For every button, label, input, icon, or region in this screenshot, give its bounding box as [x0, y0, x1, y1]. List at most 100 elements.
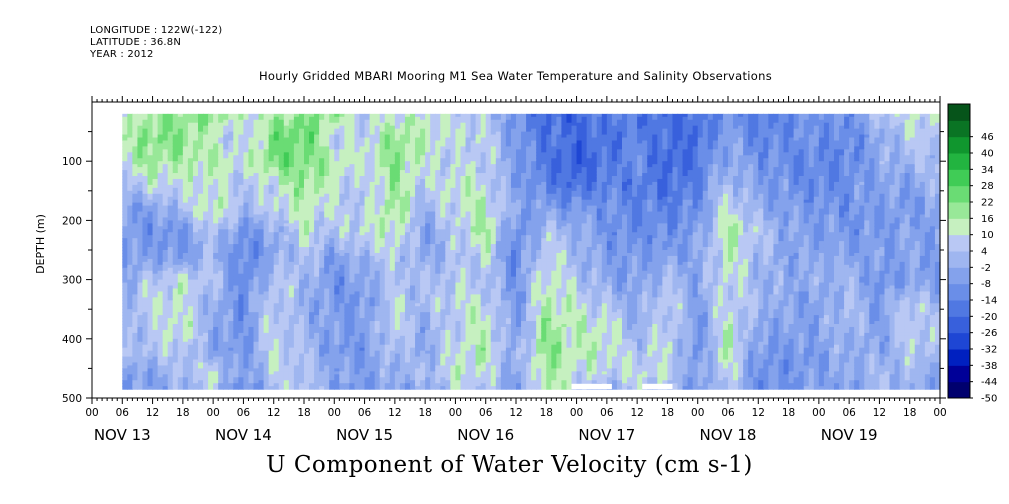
- heatmap-cell: [147, 282, 154, 287]
- heatmap-cell: [162, 223, 169, 227]
- heatmap-cell: [162, 140, 169, 145]
- heatmap-cell: [182, 282, 189, 287]
- heatmap-cell: [187, 211, 194, 216]
- heatmap-cell: [172, 176, 179, 180]
- heatmap-cell: [127, 344, 133, 349]
- heatmap-cell: [132, 158, 139, 162]
- heatmap-cell: [142, 173, 149, 177]
- heatmap-cell: [208, 170, 214, 174]
- heatmap-cell: [152, 344, 159, 349]
- heatmap-cell: [177, 134, 184, 139]
- chart-title: Hourly Gridded MBARI Mooring M1 Sea Wate…: [258, 69, 773, 83]
- heatmap-cell: [152, 276, 159, 281]
- heatmap-cell: [142, 152, 149, 156]
- heatmap-cell: [162, 217, 169, 221]
- heatmap-cell: [162, 137, 169, 142]
- heatmap-cell: [167, 113, 174, 118]
- heatmap-cell: [162, 211, 169, 216]
- heatmap-cell: [152, 250, 159, 254]
- heatmap-cell: [182, 176, 189, 180]
- heatmap-cell: [208, 368, 214, 372]
- heatmap-cell: [162, 326, 169, 331]
- heatmap-cell: [182, 193, 189, 198]
- heatmap-cell: [172, 338, 179, 343]
- heatmap-cell: [208, 232, 214, 236]
- heatmap-cell: [162, 347, 169, 352]
- heatmap-cell: [132, 250, 139, 254]
- heatmap-cell: [152, 365, 159, 369]
- heatmap-cell: [213, 152, 219, 156]
- heatmap-cell: [182, 190, 189, 195]
- heatmap-cell: [157, 190, 164, 195]
- heatmap-cell: [147, 250, 154, 254]
- heatmap-cell: [192, 359, 199, 364]
- heatmap-cell: [157, 326, 164, 331]
- heatmap-cell: [152, 173, 159, 177]
- heatmap-cell: [127, 288, 133, 293]
- heatmap-cell: [137, 279, 144, 284]
- heatmap-cell: [127, 176, 133, 180]
- heatmap-cell: [157, 294, 164, 298]
- heatmap-cell: [162, 318, 169, 322]
- heatmap-cell: [213, 158, 219, 162]
- heatmap-cell: [203, 338, 209, 343]
- heatmap-cell: [182, 359, 189, 364]
- heatmap-cell: [132, 294, 139, 298]
- heatmap-cell: [152, 164, 159, 168]
- heatmap-cell: [157, 273, 164, 278]
- heatmap-cell: [137, 134, 144, 139]
- heatmap-cell: [152, 184, 159, 189]
- heatmap-cell: [162, 383, 169, 387]
- heatmap-cell: [198, 140, 204, 145]
- heatmap-cell: [213, 202, 219, 207]
- heatmap-cell: [157, 122, 164, 127]
- heatmap-cell: [182, 146, 189, 150]
- heatmap-cell: [182, 155, 189, 159]
- heatmap-cell: [198, 235, 204, 239]
- heatmap-cell: [192, 288, 199, 293]
- heatmap-cell: [187, 374, 194, 378]
- heatmap-cell: [208, 315, 214, 319]
- heatmap-cell: [192, 371, 199, 375]
- heatmap-cell: [142, 238, 149, 242]
- heatmap-cell: [147, 312, 154, 316]
- heatmap-cell: [137, 199, 144, 204]
- heatmap-cell: [283, 386, 290, 390]
- heatmap-cell: [127, 297, 133, 301]
- heatmap-cell: [122, 190, 128, 195]
- heatmap-cell: [192, 326, 199, 331]
- heatmap-cell: [162, 164, 169, 168]
- heatmap-cell: [137, 217, 144, 221]
- heatmap-cell: [187, 285, 194, 290]
- heatmap-cell: [152, 208, 159, 213]
- heatmap-cell: [177, 250, 184, 254]
- heatmap-cell: [147, 134, 154, 139]
- heatmap-cell: [177, 273, 184, 278]
- heatmap-cell: [177, 164, 184, 168]
- heatmap-cell: [167, 131, 174, 136]
- heatmap-cell: [182, 270, 189, 275]
- heatmap-cell: [172, 282, 179, 287]
- heatmap-cell: [172, 324, 179, 328]
- heatmap-cell: [208, 229, 214, 233]
- heatmap-cell: [182, 131, 189, 136]
- heatmap-cell: [177, 149, 184, 153]
- heatmap-cell: [203, 315, 209, 319]
- heatmap-cell: [198, 377, 204, 381]
- heatmap-cell: [162, 288, 169, 293]
- heatmap-cell: [127, 309, 133, 313]
- heatmap-cell: [273, 386, 280, 390]
- heatmap-cell: [137, 368, 144, 372]
- heatmap-cell: [208, 214, 214, 219]
- heatmap-cell: [162, 158, 169, 162]
- heatmap-cell: [187, 223, 194, 227]
- heatmap-cell: [177, 362, 184, 367]
- heatmap-cell: [208, 164, 214, 168]
- heatmap-cell: [132, 167, 139, 171]
- heatmap-cell: [198, 208, 204, 213]
- heatmap-cell: [167, 300, 174, 304]
- heatmap-cell: [122, 377, 128, 381]
- heatmap-cell: [137, 273, 144, 278]
- heatmap-cell: [152, 380, 159, 384]
- heatmap-cell: [132, 181, 139, 186]
